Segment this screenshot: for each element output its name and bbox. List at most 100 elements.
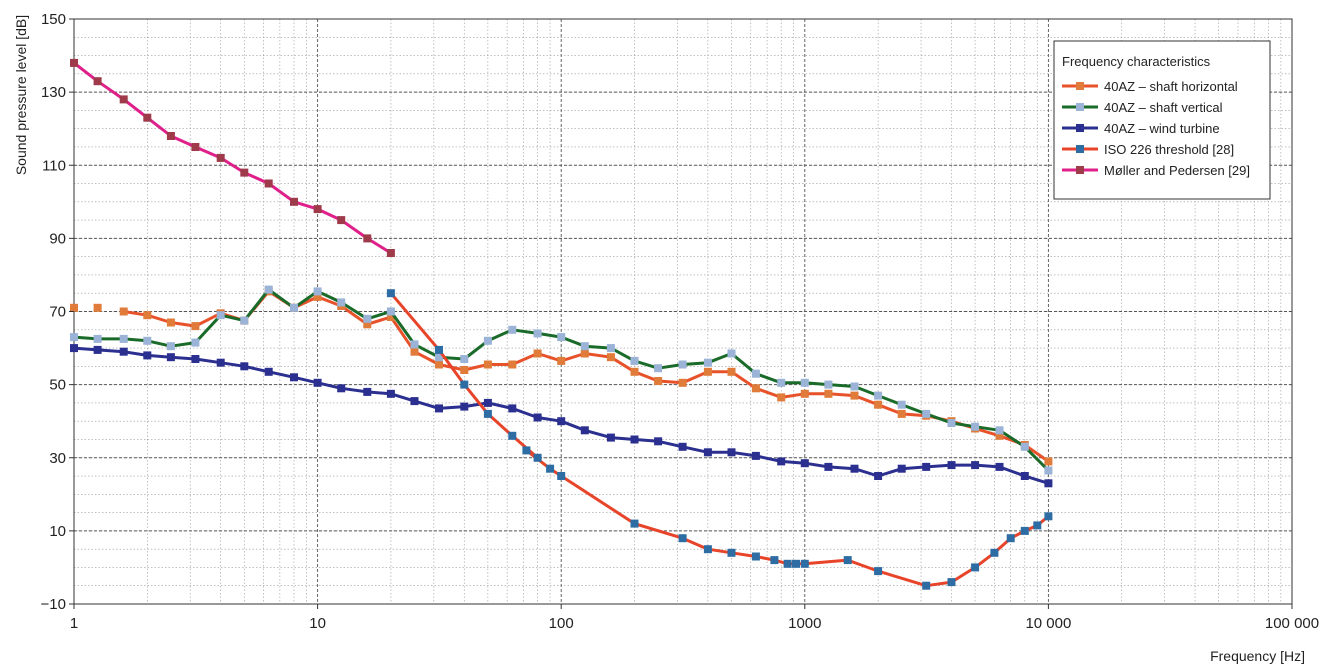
data-point [606, 353, 615, 362]
data-point [922, 581, 931, 590]
data-point [435, 404, 443, 413]
data-point [751, 384, 760, 393]
data-point [240, 168, 249, 177]
data-point [630, 519, 639, 528]
legend-item: Møller and Pedersen [29] [1062, 163, 1250, 178]
data-point [533, 349, 542, 358]
data-point [947, 419, 956, 427]
legend: Frequency characteristics 40AZ – shaft h… [1053, 40, 1271, 200]
data-point [897, 400, 906, 409]
data-point [1044, 457, 1053, 466]
data-point [824, 462, 833, 471]
data-point [874, 400, 883, 409]
data-point [313, 287, 322, 296]
legend-label: Møller and Pedersen [29] [1104, 163, 1250, 178]
data-point [1006, 534, 1015, 543]
data-point [70, 303, 78, 312]
data-point [580, 342, 589, 351]
data-point [386, 307, 395, 316]
data-point [727, 548, 736, 557]
data-point [216, 153, 225, 162]
data-point [1020, 442, 1029, 451]
data-point [70, 58, 78, 67]
data-point [783, 559, 792, 568]
data-point [580, 349, 589, 358]
data-point [678, 442, 687, 451]
data-point [313, 205, 322, 214]
y-tick-label: −10 [41, 596, 66, 613]
data-point [290, 373, 298, 382]
data-point [850, 391, 859, 400]
data-point [995, 462, 1004, 471]
data-point [166, 132, 175, 140]
data-point [93, 334, 102, 343]
data-point [460, 366, 469, 374]
y-tick-label: 30 [49, 450, 66, 467]
data-point [546, 464, 555, 473]
data-point [770, 556, 779, 565]
legend-item: ISO 226 threshold [28] [1062, 142, 1234, 157]
data-point [557, 333, 566, 342]
data-point [630, 356, 639, 365]
data-point [678, 534, 687, 543]
data-point [971, 563, 980, 572]
data-point [751, 369, 760, 378]
data-point [874, 391, 883, 400]
legend-label: ISO 226 threshold [28] [1104, 142, 1234, 157]
data-point [143, 311, 152, 320]
data-point [522, 446, 531, 455]
x-tick-label: 100 [549, 615, 574, 632]
legend-swatch-marker [1076, 82, 1084, 90]
data-point [654, 364, 663, 373]
data-point [337, 216, 346, 225]
data-point [191, 322, 200, 331]
y-tick-label: 10 [49, 523, 66, 540]
data-point [166, 318, 175, 327]
data-point [800, 378, 809, 387]
data-point [363, 234, 372, 243]
series-line [72, 61, 393, 255]
data-point [119, 95, 128, 104]
series-4 [386, 289, 1053, 590]
data-point [386, 289, 395, 298]
data-point [460, 402, 469, 411]
legend-swatch-marker [1076, 166, 1084, 174]
data-point [533, 413, 542, 422]
legend-swatch-marker [1076, 103, 1084, 111]
data-point [533, 329, 542, 338]
data-point [533, 453, 542, 462]
y-tick-label: 70 [49, 304, 66, 321]
data-point [580, 426, 589, 435]
data-point [264, 179, 273, 188]
data-point [70, 333, 78, 342]
data-point [897, 409, 906, 418]
data-point [703, 367, 712, 376]
data-point [1020, 526, 1029, 535]
data-point [508, 360, 517, 369]
data-point [922, 462, 931, 471]
data-point [119, 307, 128, 316]
data-point [483, 336, 492, 345]
legend-item: 40AZ – shaft horizontal [1062, 79, 1238, 94]
data-point [874, 472, 883, 480]
data-point [800, 459, 809, 468]
data-point [703, 358, 712, 367]
data-point [386, 249, 395, 257]
data-point [1020, 472, 1029, 480]
data-point [483, 398, 492, 407]
data-point [435, 360, 443, 369]
data-point [93, 303, 102, 312]
data-point [850, 382, 859, 391]
data-point [678, 360, 687, 369]
series-line [122, 289, 1050, 463]
data-point [897, 464, 906, 473]
data-point [947, 578, 956, 587]
data-point [508, 325, 517, 334]
data-point [800, 559, 809, 568]
legend-swatch-marker [1076, 145, 1084, 153]
data-point [800, 389, 809, 398]
data-point [264, 285, 273, 294]
data-point [386, 313, 395, 321]
data-point [93, 77, 102, 86]
data-point [654, 437, 663, 446]
